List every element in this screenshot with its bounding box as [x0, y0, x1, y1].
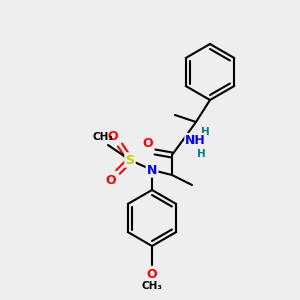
Text: CH₃: CH₃: [142, 281, 163, 291]
Text: H: H: [201, 127, 210, 137]
Text: S: S: [125, 154, 134, 166]
Text: O: O: [142, 137, 153, 150]
Text: NH: NH: [185, 134, 206, 146]
Text: O: O: [147, 268, 157, 281]
Text: O: O: [107, 130, 118, 143]
Text: H: H: [197, 149, 206, 159]
Text: CH₃: CH₃: [92, 132, 113, 142]
Text: O: O: [105, 174, 116, 187]
Text: N: N: [147, 164, 157, 176]
